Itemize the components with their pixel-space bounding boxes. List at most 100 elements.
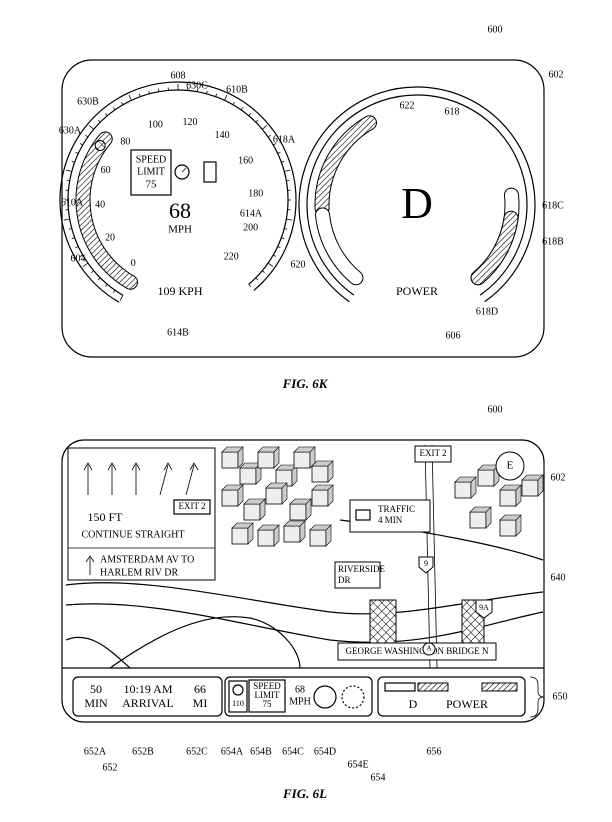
gauge-tick	[286, 179, 290, 182]
building	[221, 451, 239, 469]
building	[521, 479, 539, 497]
building	[283, 525, 301, 543]
building	[499, 489, 517, 507]
lane-icon	[313, 685, 337, 709]
building-roof	[454, 476, 477, 499]
gauge-tick	[284, 228, 288, 230]
gauge-tick	[121, 101, 124, 105]
gauge-tick	[232, 101, 235, 105]
exit-sign	[414, 445, 452, 463]
speed-tick-label: 20	[105, 233, 115, 244]
reference-numeral: 608	[171, 70, 186, 81]
route-a: A	[426, 645, 431, 653]
building-roof	[257, 524, 280, 547]
gauge-tick	[262, 270, 265, 273]
gauge-tick	[97, 119, 101, 123]
building	[311, 465, 329, 483]
reference-numeral: 600	[488, 404, 503, 415]
gauge-tick	[68, 228, 72, 230]
speed-tick-label: 120	[182, 117, 197, 128]
reference-numeral: 618A	[273, 134, 296, 145]
gauge-tick	[215, 93, 218, 97]
speed-limit-sign	[130, 149, 172, 196]
gauge-tick	[112, 107, 116, 111]
reference-numeral: 654B	[250, 746, 272, 757]
compass-text: E	[507, 460, 514, 472]
gauge-tick	[128, 94, 132, 101]
compass	[495, 451, 525, 481]
cruise-icon	[181, 167, 187, 173]
building-roof	[221, 484, 244, 507]
position-marker	[422, 642, 436, 656]
reference-numeral: 652	[103, 762, 118, 773]
reference-numeral: 604	[71, 253, 86, 264]
gauge-tick	[66, 179, 70, 182]
gauge-tick	[248, 284, 251, 287]
reference-numeral: 630A	[59, 125, 82, 136]
reference-numeral: 640	[551, 572, 566, 583]
street-label-box	[334, 561, 381, 589]
trip-value: 66	[194, 682, 206, 696]
speed-unit: MPH	[289, 696, 311, 707]
building	[311, 489, 329, 507]
power-segment	[481, 682, 518, 692]
gauge-tick	[105, 113, 108, 116]
gauge-ring	[298, 86, 536, 303]
speed-unit: MPH	[168, 224, 192, 236]
gauge-tick	[224, 94, 228, 101]
building	[309, 529, 327, 547]
reference-numeral: 620	[291, 259, 306, 270]
display-frame	[61, 439, 545, 723]
gauge-tick	[65, 169, 72, 172]
reference-numeral: 656	[427, 746, 442, 757]
reference-numeral: 606	[446, 330, 461, 341]
gauge-tick	[277, 151, 281, 154]
building-roof	[283, 520, 306, 543]
lane-arrow	[83, 462, 93, 495]
gauge-tick	[75, 151, 79, 154]
gauge-tick	[63, 218, 70, 221]
reference-numeral: 630B	[77, 96, 99, 107]
gauge-tick	[105, 284, 108, 287]
building	[239, 467, 257, 485]
bridge-tower	[369, 599, 397, 646]
power-band	[314, 115, 377, 216]
speed-tick-label: 140	[215, 130, 230, 141]
power-segment	[417, 682, 449, 692]
gauge-tick	[119, 295, 124, 301]
lane-arrow	[107, 462, 117, 495]
speed-tick-label: 0	[131, 258, 136, 269]
reference-numeral: 652B	[132, 746, 154, 757]
reference-numeral: 654D	[314, 746, 336, 757]
regen-band	[315, 207, 364, 286]
exit-sign-text: EXIT 2	[419, 448, 446, 458]
gauge-tick	[255, 277, 259, 281]
speed-limit-line: 75	[146, 179, 158, 191]
speed-limit-line: SPEED	[136, 154, 167, 165]
building	[469, 511, 487, 529]
assist-icon	[341, 685, 365, 709]
gauge-tick	[71, 237, 75, 240]
gauge-tick	[281, 160, 285, 163]
min-speed: 110	[232, 699, 244, 708]
gauge-tick	[267, 134, 271, 138]
next-step: HARLEM RIV DR	[100, 567, 178, 578]
reference-numeral: 618C	[542, 200, 564, 211]
building-roof	[309, 524, 332, 547]
gauge-tick	[71, 160, 75, 163]
gauge-tick	[281, 237, 285, 240]
gear: D	[401, 179, 433, 228]
caption: FIG. 6K	[282, 376, 329, 391]
traffic-callout	[349, 499, 431, 533]
gauge-tick	[277, 246, 281, 249]
gauge-ring	[67, 89, 289, 296]
cruise-icon	[232, 684, 244, 696]
exit: EXIT 2	[178, 501, 205, 511]
gauge-tick	[248, 113, 251, 116]
building	[243, 503, 261, 521]
lane-arrow	[159, 462, 173, 496]
power-segment	[384, 682, 416, 692]
reference-numeral: 654	[371, 772, 386, 783]
figure-6l: 150 FT EXIT 2 CONTINUE STRAIGHT AMSTERDA…	[61, 404, 568, 801]
